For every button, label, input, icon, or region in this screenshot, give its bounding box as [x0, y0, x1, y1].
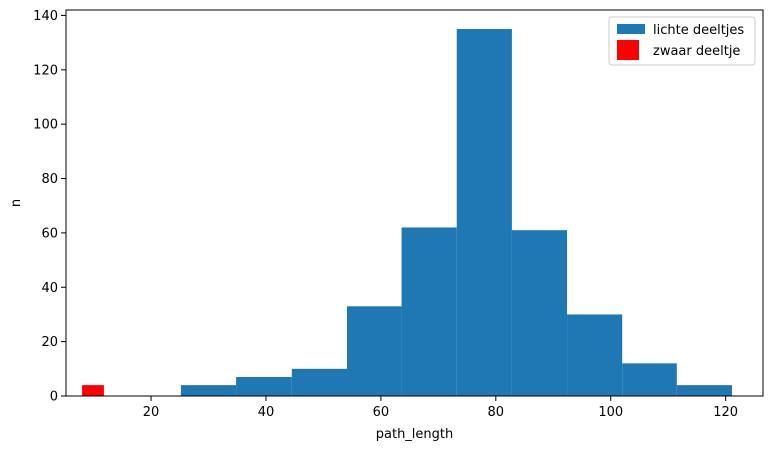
y-tick-label: 0 [50, 390, 58, 405]
y-axis-label: n [9, 199, 24, 207]
axes-frame [65, 9, 764, 397]
bar-zwaar-deeltje-0 [82, 385, 104, 396]
x-axis: 20 40 60 80 100 120 [143, 396, 738, 420]
x-tick-label: 80 [488, 405, 505, 420]
bar-lichte-deeltjes-1 [236, 376, 292, 396]
y-tick-label: 40 [41, 281, 58, 296]
bar-lichte-deeltjes-4 [401, 227, 457, 396]
bar-lichte-deeltjes-3 [346, 306, 402, 396]
y-tick-label: 100 [33, 118, 58, 133]
legend-swatch-zwaar-deeltje [617, 40, 639, 60]
y-axis: 0 20 40 60 80 100 120 140 [33, 9, 66, 405]
y-tick-label: 120 [33, 63, 58, 78]
legend-label-zwaar-deeltje: zwaar deeltje [653, 44, 740, 59]
bar-lichte-deeltjes-0 [180, 385, 237, 396]
x-axis-label: path_length [376, 427, 454, 442]
bar-lichte-deeltjes-6 [511, 230, 568, 396]
legend: lichte deeltjes zwaar deeltje [608, 16, 756, 66]
x-tick-label: 60 [373, 405, 390, 420]
bar-lichte-deeltjes-9 [676, 385, 732, 396]
x-tick-label: 40 [258, 405, 275, 420]
y-tick-label: 20 [41, 335, 58, 350]
y-tick-label: 60 [41, 226, 58, 241]
x-tick-label: 20 [143, 405, 160, 420]
x-tick-label: 100 [598, 405, 623, 420]
legend-label-lichte-deeltjes: lichte deeltjes [653, 23, 744, 38]
legend-frame [608, 16, 756, 66]
bar-lichte-deeltjes-7 [567, 314, 623, 396]
bar-lichte-deeltjes-2 [291, 368, 347, 396]
y-tick-label: 140 [33, 9, 58, 24]
bar-lichte-deeltjes-8 [622, 363, 677, 396]
legend-swatch-lichte-deeltjes [617, 24, 645, 34]
x-tick-label: 120 [713, 405, 738, 420]
bar-lichte-deeltjes-5 [456, 29, 512, 397]
y-tick-label: 80 [41, 172, 58, 187]
plot-area [82, 29, 732, 397]
